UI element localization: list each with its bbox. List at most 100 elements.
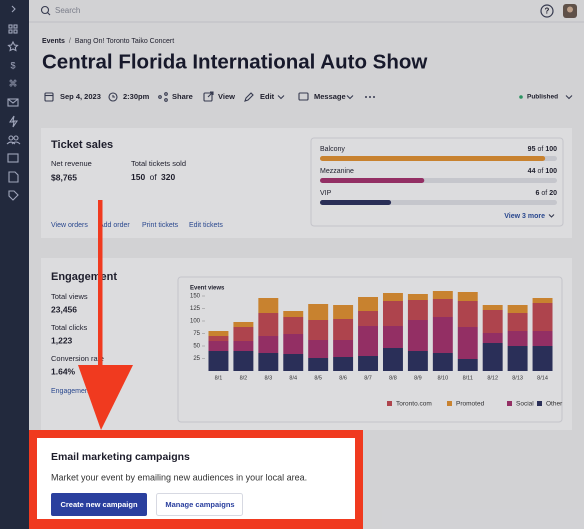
bar-segment: [308, 304, 329, 320]
action-link[interactable]: View orders: [51, 222, 88, 229]
x-tick-label: 8/4: [289, 375, 297, 381]
x-tick-label: 8/11: [463, 375, 473, 381]
stat-label: Net revenue: [51, 159, 92, 168]
legend-swatch: [537, 401, 542, 406]
legend-label: Promoted: [456, 401, 485, 408]
legend-swatch: [507, 401, 512, 406]
tier-capacity: 100: [545, 146, 557, 153]
tier-name: VIP: [320, 190, 332, 197]
bar-segment: [507, 346, 528, 371]
bar-segment: [507, 313, 528, 331]
tier-count: 95of100: [528, 146, 557, 153]
message-button[interactable]: Message: [314, 92, 346, 101]
bar-segment: [258, 336, 279, 353]
bar-segment: [457, 301, 478, 327]
action-link[interactable]: Add order: [99, 222, 130, 229]
tier-count: 44of100: [528, 168, 557, 175]
report-link[interactable]: Engagement report: [51, 388, 111, 395]
breadcrumb-link[interactable]: Events: [42, 38, 65, 45]
y-tick-label: 125: [190, 306, 201, 312]
share-button[interactable]: Share: [172, 92, 193, 101]
search-icon: [40, 5, 50, 15]
bar-segment: [308, 358, 329, 371]
action-link[interactable]: Print tickets: [142, 222, 179, 229]
bar-segment: [233, 327, 254, 341]
sidebar-icons[interactable]: $ ⌘: [6, 5, 21, 201]
tier-name: Balcony: [320, 146, 345, 153]
status-dropdown[interactable]: Published: [527, 94, 558, 101]
action-bar: Sep 4, 2023 2:30pm Share View Edit Messa…: [44, 91, 573, 102]
view-button[interactable]: View: [218, 92, 235, 101]
bar-segment: [258, 313, 279, 336]
primary-button-label[interactable]: Create new campaign: [60, 500, 138, 509]
bar-segment: [482, 310, 503, 333]
bar-segment: [283, 311, 304, 317]
tier-sold: 95: [528, 146, 536, 153]
of-separator: of: [150, 172, 158, 182]
bar-segment: [333, 305, 354, 319]
tier-capacity: 20: [549, 190, 557, 197]
search-input[interactable]: Search: [55, 6, 80, 15]
tier-capacity: 100: [545, 168, 557, 175]
bar-segment: [432, 291, 453, 299]
bar-segment: [283, 334, 304, 354]
bar-segment: [258, 298, 279, 313]
bar-segment: [333, 357, 354, 371]
stat-value: 1,223: [51, 335, 73, 345]
tier-name: Mezzanine: [320, 168, 354, 175]
tier-bar: [320, 200, 392, 205]
x-tick-label: 8/2: [240, 375, 248, 381]
event-date[interactable]: Sep 4, 2023: [60, 92, 101, 101]
bar-segment: [532, 331, 553, 346]
bar-segment: [283, 354, 304, 371]
bar-segment: [407, 300, 428, 320]
view-more-link[interactable]: View 3 more: [504, 213, 545, 220]
stat-value: 1.64%: [51, 366, 76, 376]
legend-label: Social: [516, 401, 534, 408]
primary-button[interactable]: [51, 493, 147, 516]
bar-segment: [333, 340, 354, 357]
bar-segment: [382, 326, 403, 348]
bar-segment: [233, 322, 254, 327]
bar-segment: [358, 311, 379, 326]
promo-title: Email marketing campaigns: [51, 451, 190, 463]
sidebar: [0, 0, 29, 529]
bar-segment: [358, 326, 379, 356]
stat-label: Total tickets sold: [131, 159, 186, 168]
y-tick-label: 150: [190, 294, 201, 300]
x-tick-label: 8/10: [437, 375, 448, 381]
bar-segment: [208, 336, 229, 341]
page-title: Central Florida International Auto Show: [42, 50, 427, 73]
secondary-button-label[interactable]: Manage campaigns: [165, 500, 234, 509]
bar-segment: [457, 327, 478, 359]
tier-sold: 6: [535, 190, 539, 197]
bar-segment: [482, 305, 503, 310]
bar-segment: [333, 319, 354, 340]
bar-segment: [382, 293, 403, 301]
svg-text:?: ?: [545, 7, 550, 16]
bar-segment: [482, 333, 503, 343]
stat-value: $8,765: [51, 172, 77, 182]
help-icon[interactable]: [540, 4, 554, 18]
pointer-arrow: [78, 200, 133, 430]
bar-segment: [358, 297, 379, 311]
bar-segment: [532, 303, 553, 331]
status-dot: [519, 95, 523, 99]
bar-segment: [208, 341, 229, 351]
promo-text: Market your event by emailing new audien…: [51, 472, 307, 482]
bar-segment: [507, 331, 528, 346]
bar-segment: [308, 320, 329, 340]
stat-label: Conversion rate: [51, 354, 104, 363]
secondary-button[interactable]: [156, 493, 243, 516]
action-link[interactable]: Edit tickets: [189, 222, 223, 229]
edit-button[interactable]: Edit: [260, 92, 275, 101]
more-button[interactable]: [365, 96, 375, 98]
tier-separator: of: [537, 168, 543, 175]
bar-segment: [308, 340, 329, 358]
x-tick-label: 8/1: [215, 375, 223, 381]
bar-segment: [358, 356, 379, 371]
tier-separator: of: [541, 190, 547, 197]
x-tick-label: 8/6: [339, 375, 347, 381]
x-tick-label: 8/5: [314, 375, 322, 381]
event-time[interactable]: 2:30pm: [123, 92, 150, 101]
